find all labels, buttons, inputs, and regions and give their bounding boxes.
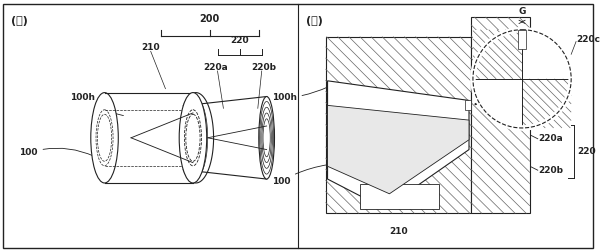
Text: 220a: 220a: [203, 63, 228, 72]
Text: 210: 210: [141, 44, 160, 52]
Bar: [471, 17, 530, 213]
Text: 220: 220: [230, 37, 249, 45]
Ellipse shape: [259, 97, 274, 179]
Text: 220b: 220b: [251, 63, 276, 72]
Circle shape: [473, 30, 571, 128]
Polygon shape: [327, 81, 469, 208]
Bar: [518, 30, 526, 49]
Text: (나): (나): [306, 16, 323, 26]
Bar: [473, 30, 522, 79]
Text: 100: 100: [272, 165, 328, 186]
Text: (가): (가): [11, 16, 28, 26]
Bar: [326, 37, 471, 213]
Text: 220: 220: [577, 147, 596, 156]
Text: 220a: 220a: [538, 134, 562, 143]
Text: 210: 210: [389, 227, 408, 236]
Text: 100h: 100h: [272, 87, 328, 103]
Text: 200: 200: [199, 14, 220, 24]
Text: 220c: 220c: [576, 35, 600, 44]
Bar: [465, 101, 471, 110]
Ellipse shape: [91, 92, 118, 183]
Bar: [360, 184, 439, 208]
Ellipse shape: [179, 92, 207, 183]
Text: 220b: 220b: [538, 166, 563, 175]
Text: 200: 200: [532, 92, 556, 105]
Polygon shape: [327, 105, 469, 194]
Text: 100h: 100h: [70, 93, 123, 116]
Bar: [522, 79, 571, 128]
Text: G: G: [518, 7, 525, 16]
Text: 100: 100: [19, 148, 94, 158]
